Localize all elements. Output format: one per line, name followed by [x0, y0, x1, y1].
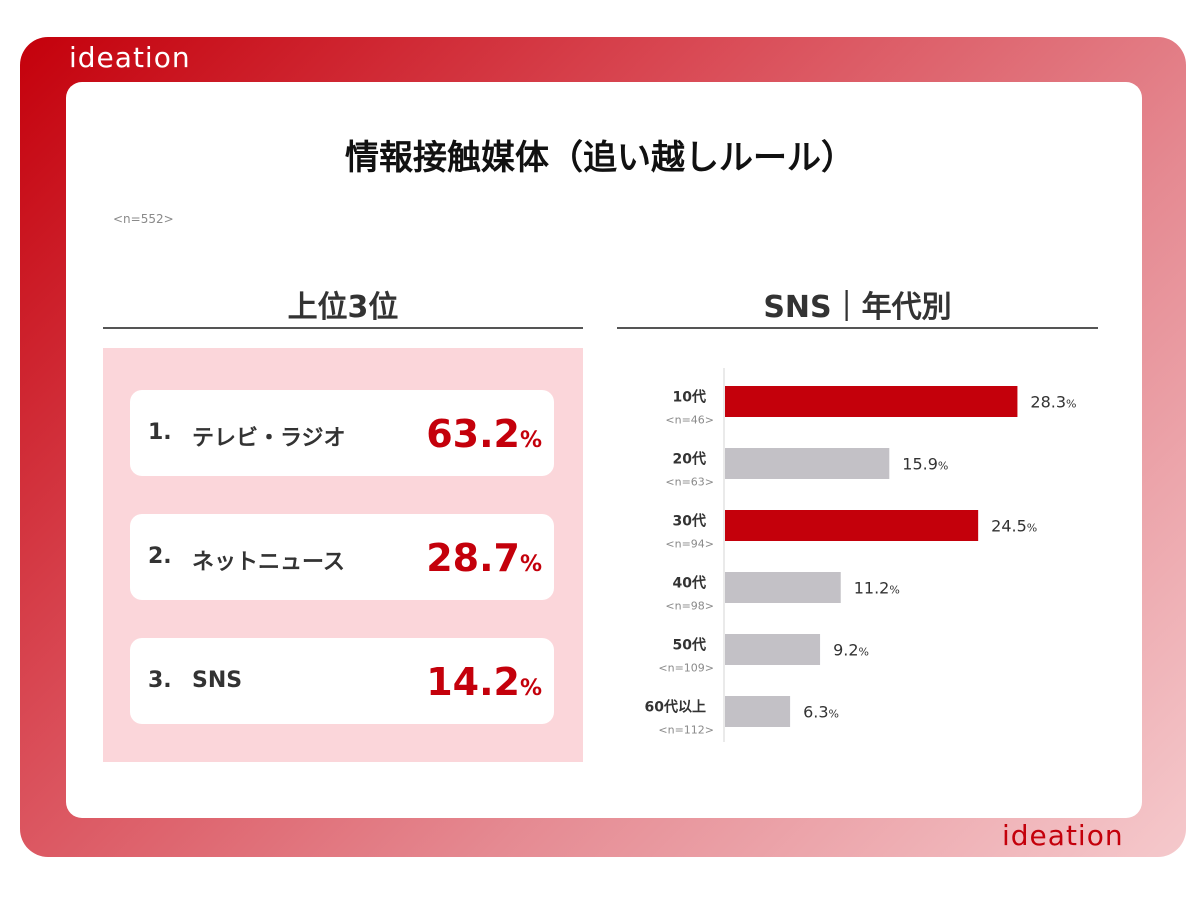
- category-sample-size: <n=109>: [658, 662, 714, 675]
- ranking-card: 3. SNS 14.2%: [130, 638, 554, 724]
- ranking-value: 14.2%: [426, 660, 542, 704]
- category-sample-size: <n=46>: [665, 414, 714, 427]
- ranking-label: SNS: [192, 668, 243, 693]
- sns-age-bar-chart: 10代 <n=46> 28.3% 20代 <n=63> 15.9% 30代 <n=94> 24.…: [645, 368, 1077, 742]
- category-label: 40代: [673, 575, 706, 592]
- category-label: 60代以上: [645, 699, 706, 716]
- category-label: 50代: [673, 637, 706, 654]
- ranking-value-number: 14.2: [426, 660, 520, 704]
- ranking-label: ネットニュース: [192, 550, 345, 575]
- bar-value-label: 28.3%: [1030, 393, 1076, 412]
- ranking-number: 3.: [148, 668, 172, 693]
- ranking-heading-rule: [103, 327, 583, 329]
- bar-value-number: 9.2: [833, 641, 858, 660]
- bar-value-unit: %: [938, 460, 948, 473]
- ranking-heading: 上位3位: [287, 290, 399, 325]
- bar-value-unit: %: [1066, 398, 1076, 411]
- bar-value-number: 6.3: [803, 703, 828, 722]
- ranking-value: 28.7%: [426, 536, 542, 580]
- bar-value-label: 6.3%: [803, 703, 839, 722]
- bar-value-label: 11.2%: [854, 579, 900, 598]
- bar-value-unit: %: [1027, 522, 1037, 535]
- bar: [725, 634, 821, 665]
- category-sample-size: <n=94>: [665, 538, 714, 551]
- category-sample-size: <n=63>: [665, 476, 714, 489]
- category-label: 10代: [673, 389, 706, 406]
- ranking-number: 1.: [148, 420, 172, 445]
- ranking-value-unit: %: [519, 676, 542, 701]
- ranking-card: 2. ネットニュース 28.7%: [130, 514, 554, 600]
- sample-size-label: <n=552>: [113, 212, 174, 226]
- bar-value-label: 24.5%: [991, 517, 1037, 536]
- bar-value-unit: %: [829, 708, 839, 721]
- ranking-label: テレビ・ラジオ: [192, 426, 346, 451]
- bar-value-number: 15.9: [902, 455, 938, 474]
- page-title: 情報接触媒体（追い越しルール）: [345, 138, 855, 178]
- ranking-card: 1. テレビ・ラジオ 63.2%: [130, 390, 554, 476]
- bar-value-number: 28.3: [1030, 393, 1066, 412]
- ranking-number: 2.: [148, 544, 172, 569]
- ranking-value-unit: %: [519, 428, 542, 453]
- ranking-value: 63.2%: [426, 412, 542, 456]
- category-sample-size: <n=98>: [665, 600, 714, 613]
- bar-value-number: 24.5: [991, 517, 1027, 536]
- sns-age-heading-rule: [617, 327, 1098, 329]
- bar-value-unit: %: [889, 584, 899, 597]
- ranking-value-unit: %: [519, 552, 542, 577]
- bar: [725, 386, 1018, 417]
- bar: [725, 510, 979, 541]
- bar-value-number: 11.2: [854, 579, 890, 598]
- ranking-value-number: 63.2: [426, 412, 520, 456]
- bar: [725, 572, 841, 603]
- sns-age-heading: SNS｜年代別: [763, 290, 952, 325]
- bar-value-label: 15.9%: [902, 455, 948, 474]
- bar-value-label: 9.2%: [833, 641, 869, 660]
- category-sample-size: <n=112>: [658, 724, 714, 737]
- category-label: 30代: [673, 513, 706, 530]
- bar-value-unit: %: [859, 646, 869, 659]
- bar: [725, 448, 890, 479]
- bar: [725, 696, 791, 727]
- ranking-value-number: 28.7: [426, 536, 520, 580]
- brand-logo-top: ideation: [69, 41, 191, 74]
- brand-logo-bottom: ideation: [1002, 819, 1124, 852]
- category-label: 20代: [673, 451, 706, 468]
